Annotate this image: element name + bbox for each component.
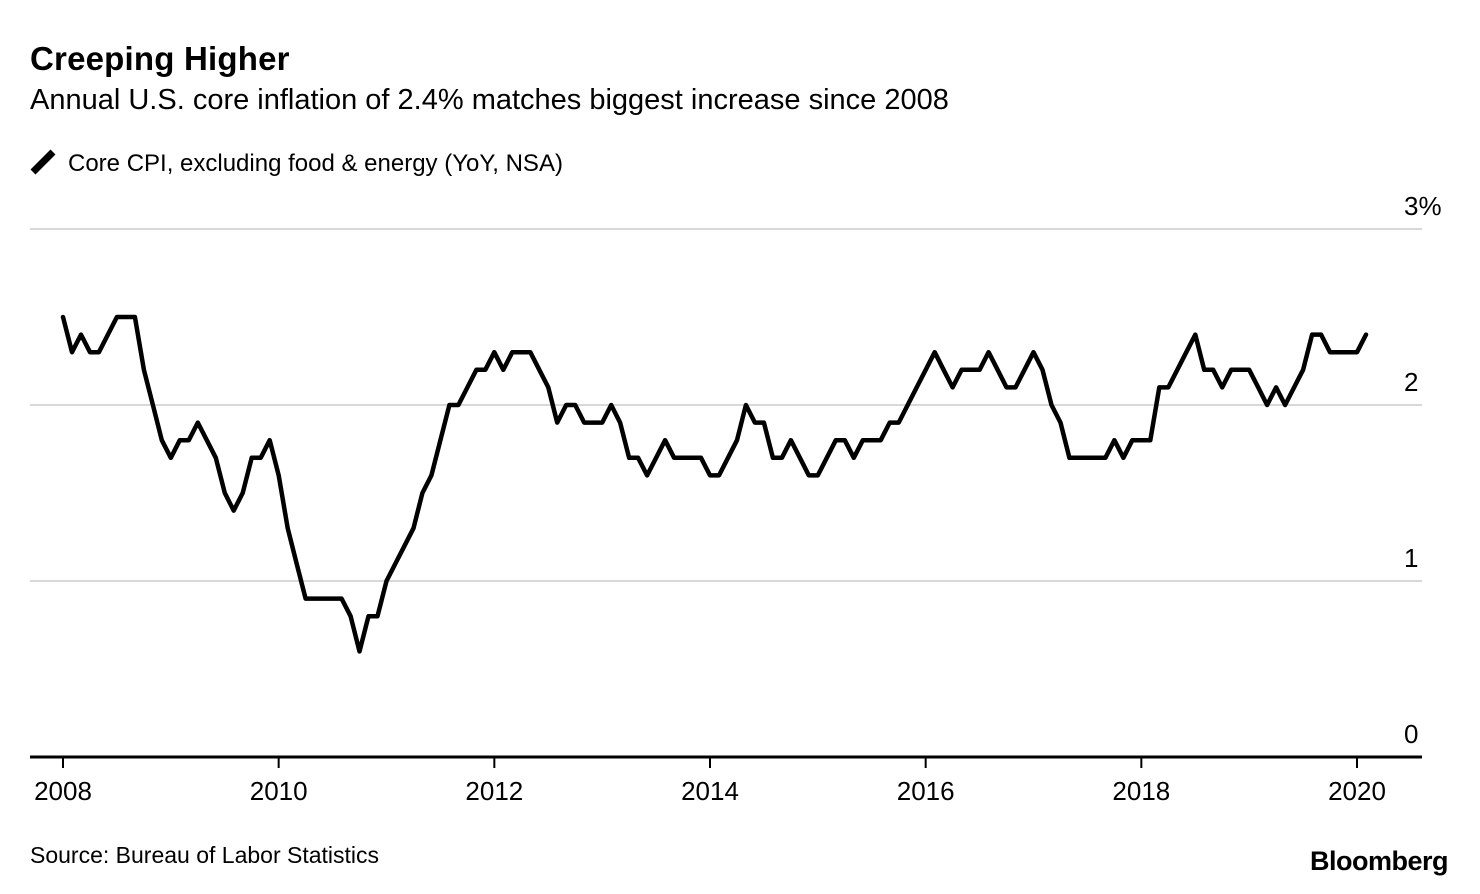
- y-axis-label: 2: [1404, 367, 1419, 397]
- chart-title: Creeping Higher: [30, 40, 290, 77]
- bloomberg-logo: Bloomberg: [1309, 846, 1449, 876]
- x-axis-label: 2016: [896, 776, 955, 806]
- legend-label: Core CPI, excluding food & energy (YoY, …: [68, 150, 563, 177]
- x-axis-label: 2008: [34, 776, 92, 806]
- x-axis-label: 2010: [249, 776, 308, 806]
- source-credit: Source: Bureau of Labor Statistics: [30, 842, 380, 868]
- y-axis-label: 0: [1404, 719, 1419, 749]
- y-axis-label: 1: [1404, 543, 1419, 573]
- chart-subtitle: Annual U.S. core inflation of 2.4% match…: [30, 84, 949, 116]
- core-cpi-line-series: [60, 314, 1369, 654]
- legend-line-icon: [30, 149, 56, 180]
- x-axis-label: 2018: [1112, 776, 1171, 806]
- x-axis-label: 2014: [681, 776, 739, 806]
- x-axis-label: 2012: [465, 776, 524, 806]
- y-axis-label: 3%: [1404, 191, 1442, 221]
- x-axis-label: 2020: [1328, 776, 1386, 806]
- chart-legend: Core CPI, excluding food & energy (YoY, …: [30, 148, 563, 180]
